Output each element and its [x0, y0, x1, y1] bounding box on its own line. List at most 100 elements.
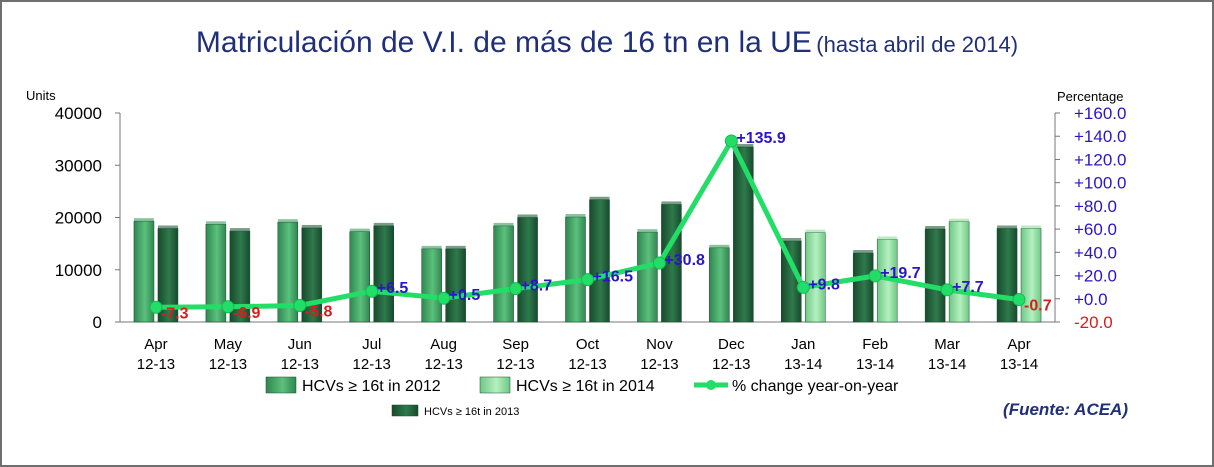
left-tick-label: 10000 — [55, 261, 102, 280]
bar-hcvs-16t-in-2013 — [924, 228, 946, 323]
legend-label-2012: HCVs ≥ 16t in 2012 — [302, 378, 441, 395]
bar-top-cap — [301, 224, 322, 228]
x-tick-label-season: 13-14 — [928, 356, 966, 373]
pct-change-point — [437, 291, 451, 305]
pct-change-point — [581, 273, 594, 287]
pct-change-label: +135.9 — [736, 130, 785, 147]
pct-change-label: +9.8 — [808, 276, 840, 293]
pct-change-point — [652, 256, 666, 270]
bar-hcvs-16t-in-2013 — [517, 217, 538, 323]
bar-top-cap — [349, 228, 370, 232]
x-tick-label-season: 13-14 — [1000, 356, 1038, 373]
bar-hcvs-16t-in-2012 — [637, 231, 658, 323]
bar-top-cap — [949, 218, 970, 222]
x-tick-label-season: 12-13 — [640, 356, 678, 373]
bar-hcvs-16t-in-2013 — [589, 199, 610, 323]
legend-label-2014: HCVs ≥ 16t in 2014 — [516, 378, 655, 395]
left-tick-label: 20000 — [55, 209, 102, 228]
bar-top-cap — [709, 244, 730, 248]
right-axis-label: Percentage — [1057, 89, 1124, 104]
bar-top-cap — [637, 229, 658, 233]
bar-top-cap — [925, 225, 946, 229]
left-tick-label: 30000 — [55, 156, 102, 175]
bar-hcvs-16t-in-2012 — [709, 247, 730, 323]
pct-change-point — [868, 269, 882, 283]
pct-change-label: -7.3 — [161, 305, 189, 322]
x-tick-label-month: Oct — [576, 336, 600, 353]
bar-top-cap — [781, 238, 802, 242]
bar-top-cap — [589, 196, 610, 200]
bar-top-cap — [877, 236, 898, 240]
bar-hcvs-16t-in-2013 — [852, 252, 874, 323]
bar-hcvs-16t-in-2013 — [445, 248, 466, 323]
bar-hcvs-16t-in-2013 — [373, 225, 394, 323]
x-tick-label-season: 13-14 — [856, 356, 894, 373]
chart-title: Matriculación de V.I. de más de 16 tn en… — [0, 26, 1214, 60]
x-tick-label-month: Aug — [430, 336, 457, 353]
pct-change-point — [149, 300, 163, 314]
pct-change-point — [940, 283, 954, 297]
x-tick-label-season: 12-13 — [496, 356, 534, 373]
bar-hcvs-16t-in-2012 — [421, 248, 442, 323]
pct-change-label: -5.8 — [305, 304, 333, 321]
x-tick-label-season: 12-13 — [209, 356, 247, 373]
bar-top-cap — [133, 218, 154, 222]
bar-hcvs-16t-in-2014 — [948, 221, 970, 323]
x-tick-label-season: 12-13 — [353, 356, 391, 373]
pct-change-label: +19.7 — [880, 265, 921, 282]
pct-change-label: +7.7 — [952, 279, 984, 296]
bar-top-cap — [997, 225, 1018, 229]
right-tick-label: +40.0 — [1074, 243, 1117, 262]
pct-change-label: +16.5 — [593, 269, 634, 286]
right-tick-label: +160.0 — [1074, 104, 1126, 123]
pct-change-label: -6.9 — [233, 305, 261, 322]
x-tick-label-month: Apr — [1007, 336, 1030, 353]
x-tick-label-month: Mar — [934, 336, 960, 353]
bar-top-cap — [853, 250, 874, 254]
pct-change-point — [221, 300, 235, 314]
bar-top-cap — [493, 222, 514, 226]
bar-top-cap — [157, 225, 178, 229]
right-tick-label: +120.0 — [1074, 150, 1126, 169]
right-tick-label: +20.0 — [1074, 267, 1117, 286]
pct-change-point — [1012, 293, 1026, 307]
pct-change-label: +6.5 — [377, 280, 409, 297]
bar-hcvs-16t-in-2012 — [349, 231, 370, 323]
right-tick-label: +0.0 — [1074, 290, 1108, 309]
x-tick-label-month: May — [214, 336, 243, 353]
pct-change-label: -0.7 — [1024, 298, 1052, 315]
x-tick-label-season: 12-13 — [712, 356, 750, 373]
bar-top-cap — [805, 229, 826, 233]
pct-change-label: +8.7 — [521, 278, 553, 295]
x-tick-label-month: Jun — [288, 336, 312, 353]
right-tick-label: +140.0 — [1074, 127, 1126, 146]
right-tick-label: +80.0 — [1074, 197, 1117, 216]
x-tick-label-month: Feb — [862, 336, 888, 353]
x-tick-label-month: Nov — [646, 336, 673, 353]
bar-top-cap — [277, 219, 298, 223]
left-axis-label: Units — [26, 88, 56, 103]
bar-top-cap — [565, 213, 586, 217]
bar-hcvs-16t-in-2013 — [733, 146, 754, 323]
x-tick-label-month: Dec — [718, 336, 745, 353]
legend-swatch-line-marker — [706, 380, 716, 390]
x-tick-label-month: Jan — [791, 336, 815, 353]
pct-change-point — [365, 284, 379, 298]
pct-change-label: +30.8 — [664, 252, 705, 269]
chart-title-main: Matriculación de V.I. de más de 16 tn en… — [195, 26, 812, 59]
right-tick-label: +100.0 — [1074, 174, 1126, 193]
source-note: (Fuente: ACEA) — [1003, 400, 1128, 419]
pct-change-point — [796, 280, 810, 294]
x-tick-label-season: 12-13 — [281, 356, 319, 373]
bar-top-cap — [445, 245, 466, 249]
bar-hcvs-16t-in-2012 — [565, 216, 586, 323]
bar-top-cap — [229, 228, 250, 232]
x-tick-label-month: Apr — [144, 336, 167, 353]
bar-top-cap — [205, 221, 226, 225]
bar-hcvs-16t-in-2012 — [493, 225, 514, 323]
x-tick-label-season: 12-13 — [137, 356, 175, 373]
pct-change-point — [724, 134, 738, 148]
x-tick-label-season: 12-13 — [568, 356, 606, 373]
legend-label-2013: HCVs ≥ 16t in 2013 — [424, 406, 519, 418]
